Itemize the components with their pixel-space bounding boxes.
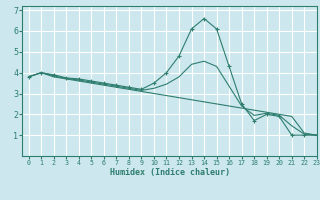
X-axis label: Humidex (Indice chaleur): Humidex (Indice chaleur) xyxy=(110,168,230,177)
